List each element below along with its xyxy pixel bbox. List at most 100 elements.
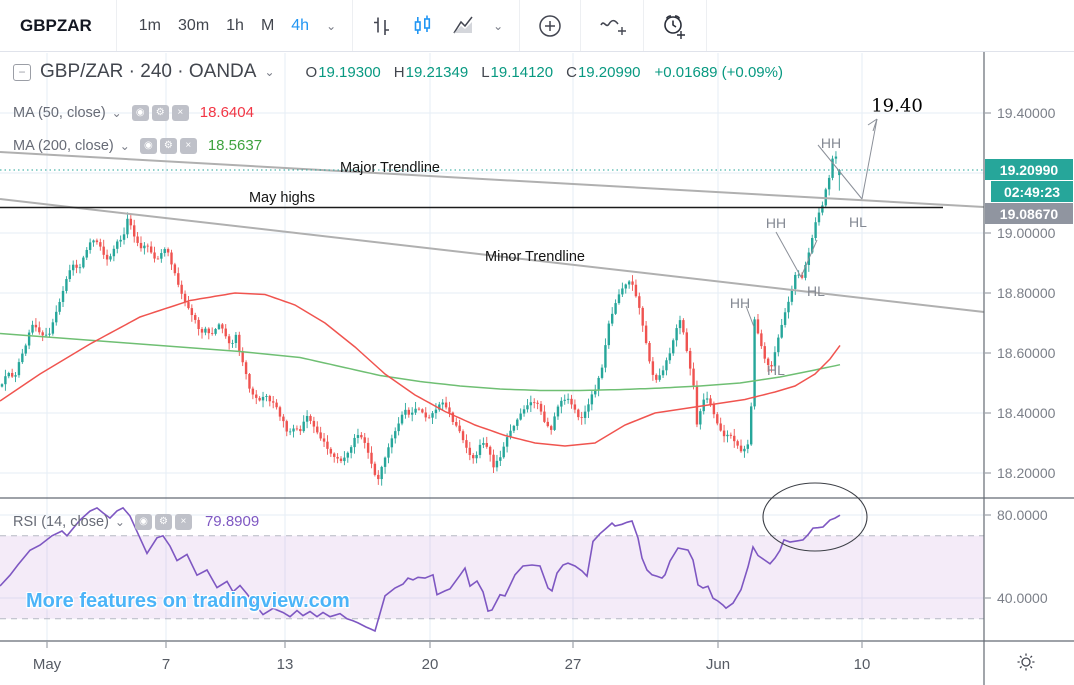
price-axis[interactable]: 19.40000 19.00000 18.80000 18.60000 18.40000… (985, 105, 1056, 606)
svg-text:18.20000: 18.20000 (997, 465, 1056, 481)
minor-trendline (0, 198, 985, 313)
toolbar-separator (580, 0, 582, 51)
current-price-badge: 19.20990 (985, 159, 1073, 180)
compare-icon[interactable] (536, 12, 564, 40)
rsi-label[interactable]: RSI (14, close) (13, 513, 109, 530)
svg-text:27: 27 (565, 656, 582, 673)
pivot-label[interactable]: HL (807, 283, 825, 299)
timeframe-M[interactable]: M (260, 16, 275, 34)
toolbar-separator (519, 0, 521, 51)
pane-borders (0, 52, 1074, 685)
ma200-label[interactable]: MA (200, close) (13, 137, 114, 154)
bars-chart-icon[interactable] (369, 13, 394, 38)
timeframe-1m[interactable]: 1m (138, 16, 162, 34)
candlestick-series (0, 151, 841, 486)
svg-text:40.0000: 40.0000 (997, 590, 1048, 606)
ma200-value: 18.5637 (207, 137, 263, 154)
symbol-legend: − GBP/ZAR · 240 · OANDA ⌄ O 19.19300 H 19.… (13, 61, 783, 83)
chart-annotation[interactable]: 19.40 (871, 95, 923, 117)
chart-annotation[interactable]: Minor Trendline (485, 249, 585, 265)
chevron-down-icon[interactable]: ⌄ (493, 18, 504, 33)
tradingview-watermark: More features on tradingview.com (26, 590, 350, 612)
rsi-line (0, 506, 841, 633)
svg-text:May: May (33, 656, 62, 673)
rsi-controls: ◉ ⚙ × (134, 513, 195, 530)
collapse-icon[interactable]: − (13, 63, 31, 81)
bar-countdown-badge: 02:49:23 (991, 181, 1073, 202)
high-label: H (393, 63, 405, 81)
gridlines (0, 53, 984, 641)
chevron-down-icon[interactable]: ⌄ (264, 65, 275, 79)
svg-text:18.40000: 18.40000 (997, 405, 1056, 421)
rsi-highlight-ellipse (762, 482, 868, 552)
chart-title[interactable]: GBP/ZAR · 240 · OANDA (40, 61, 257, 82)
high-value: 19.21349 (405, 63, 469, 81)
close-value: 19.20990 (577, 63, 641, 81)
change-value: +0.01689 (+0.09%) (654, 63, 783, 81)
pivot-label[interactable]: HH (820, 135, 842, 151)
rsi-legend: RSI (14, close) ⌄ ◉ ⚙ × 79.8909 (13, 513, 259, 530)
moving-averages (0, 292, 841, 447)
alert-clock-icon[interactable] (660, 11, 690, 41)
chevron-down-icon[interactable]: ⌄ (119, 138, 130, 153)
pivot-zigzag-and-arrow[interactable] (745, 118, 878, 552)
ma50-value: 18.6404 (199, 104, 254, 121)
svg-text:18.80000: 18.80000 (997, 285, 1056, 301)
major-trendline (0, 151, 985, 208)
ma200-controls: ◉ ⚙ × (139, 137, 200, 154)
ma200-line (0, 332, 841, 392)
chevron-down-icon[interactable]: ⌄ (114, 514, 125, 529)
timeframe-30m[interactable]: 30m (178, 16, 210, 34)
svg-text:13: 13 (277, 656, 294, 673)
ma50-label[interactable]: MA (50, close) (13, 104, 106, 121)
ohlc-values: O 19.19300 H 19.21349 L 19.14120 C 19.20990 (293, 64, 641, 81)
indicators-icon[interactable] (597, 12, 627, 40)
ma50-line (0, 292, 841, 447)
toolbar-separator (706, 0, 708, 51)
remove-icon[interactable]: × (171, 104, 189, 121)
hide-icon[interactable]: ◉ (139, 137, 157, 154)
time-axis[interactable]: May 7 13 20 27 Jun 10 (33, 642, 871, 673)
svg-text:7: 7 (162, 656, 170, 673)
top-toolbar: GBPZAR 1m 30m 1h M 4h ⌄ (0, 0, 1074, 52)
pivot-label[interactable]: HH (765, 215, 787, 231)
toolbar-separator (643, 0, 645, 51)
svg-text:18.60000: 18.60000 (997, 345, 1056, 361)
hide-icon[interactable]: ◉ (134, 513, 152, 530)
svg-text:Jun: Jun (706, 656, 730, 673)
close-label: C (566, 63, 577, 81)
ma50-controls: ◉ ⚙ × (131, 104, 192, 121)
remove-icon[interactable]: × (179, 137, 197, 154)
hide-icon[interactable]: ◉ (131, 104, 149, 121)
pivot-label[interactable]: HL (849, 214, 867, 230)
level-price-badge: 19.08670 (985, 203, 1073, 224)
settings-icon[interactable]: ⚙ (159, 137, 177, 154)
candles-chart-icon[interactable] (410, 13, 435, 38)
remove-icon[interactable]: × (174, 513, 192, 530)
low-label: L (481, 63, 490, 81)
timeframe-group: 1m 30m 1h M 4h ⌄ (117, 17, 352, 35)
chevron-down-icon[interactable]: ⌄ (326, 18, 337, 33)
symbol-search-button[interactable]: GBPZAR (20, 15, 92, 35)
open-label: O (305, 63, 318, 81)
pivot-label[interactable]: HH (729, 295, 751, 311)
chart-annotation[interactable]: Major Trendline (340, 160, 440, 176)
settings-icon[interactable]: ⚙ (151, 104, 169, 121)
chevron-down-icon[interactable]: ⌄ (111, 105, 122, 120)
timeframe-4h[interactable]: 4h (291, 16, 310, 34)
chart-annotation[interactable]: May highs (248, 190, 316, 206)
settings-icon[interactable]: ⚙ (154, 513, 172, 530)
timeframe-1h[interactable]: 1h (226, 16, 244, 34)
toolbar-separator (352, 0, 354, 51)
brightness-icon[interactable] (1015, 651, 1037, 678)
low-value: 19.14120 (490, 63, 554, 81)
pivot-label[interactable]: HL (767, 362, 785, 378)
open-value: 19.19300 (318, 63, 381, 81)
rsi-value: 79.8909 (204, 513, 260, 530)
trend-drawings[interactable] (0, 151, 985, 313)
rsi-band (0, 535, 984, 620)
area-chart-icon[interactable] (451, 13, 477, 38)
svg-text:19.40000: 19.40000 (997, 105, 1056, 121)
